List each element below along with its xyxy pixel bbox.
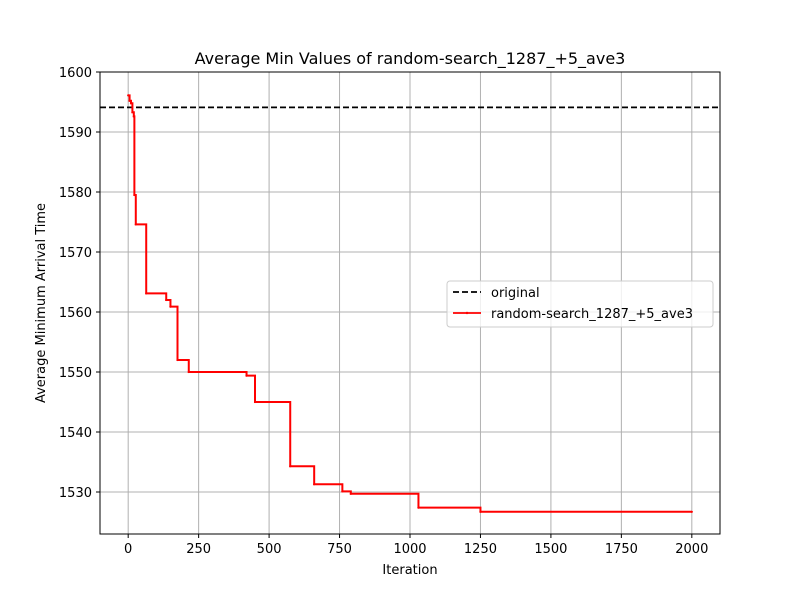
x-tick-label: 250 [186,542,211,557]
chart-title: Average Min Values of random-search_1287… [195,49,626,69]
series-point-random-search [132,115,135,118]
y-tick-label: 1590 [59,126,92,141]
x-tick-label: 1250 [464,542,497,557]
y-tick-label: 1530 [59,486,92,501]
series-point-random-search [479,510,482,513]
series-point-random-search [127,94,130,97]
legend-label-original: original [491,286,540,301]
series-point-random-search [349,492,352,495]
legend-marker-random-search [465,311,469,315]
y-axis-label: Average Minimum Arrival Time [34,203,49,403]
series-point-random-search [128,99,131,102]
plot-series [100,94,720,513]
axis-ticks: 0 250 500 750 1000 1250 1500 1750 2000 1530 1540 15… [59,66,708,557]
x-tick-label: 500 [257,542,282,557]
series-point-random-search [245,374,248,377]
series-point-random-search [176,358,179,362]
series-point-random-search [187,370,190,374]
series-point-random-search [690,510,693,513]
series-point-random-search [289,465,292,468]
y-tick-label: 1580 [59,186,92,201]
legend-label-random-search: random-search_1287_+5_ave3 [491,307,693,322]
x-tick-label: 0 [124,542,132,557]
x-tick-label: 1750 [605,542,638,557]
series-point-random-search [134,223,137,226]
x-tick-label: 750 [327,542,352,557]
series-point-random-search [165,298,168,302]
legend-box [446,280,714,328]
y-tick-label: 1540 [59,426,92,441]
y-tick-label: 1600 [59,66,92,81]
series-point-random-search [341,490,344,493]
x-tick-label: 2000 [675,542,708,557]
legend: original random-search_1287_+5_ave3 [446,280,714,328]
series-point-random-search [145,292,148,295]
series-point-random-search [131,111,134,114]
x-tick-label: 1000 [393,542,426,557]
series-point-random-search [133,193,136,197]
grid [100,71,720,534]
y-tick-label: 1560 [59,306,92,321]
series-point-random-search [253,400,257,404]
series-point-random-search [169,305,172,308]
x-axis-label: Iteration [382,563,437,578]
series-point-random-search [313,483,316,486]
series-point-random-search [417,506,420,509]
y-tick-label: 1570 [59,246,92,261]
x-tick-label: 1500 [534,542,567,557]
y-tick-label: 1550 [59,366,92,381]
series-point-random-search [129,102,133,105]
